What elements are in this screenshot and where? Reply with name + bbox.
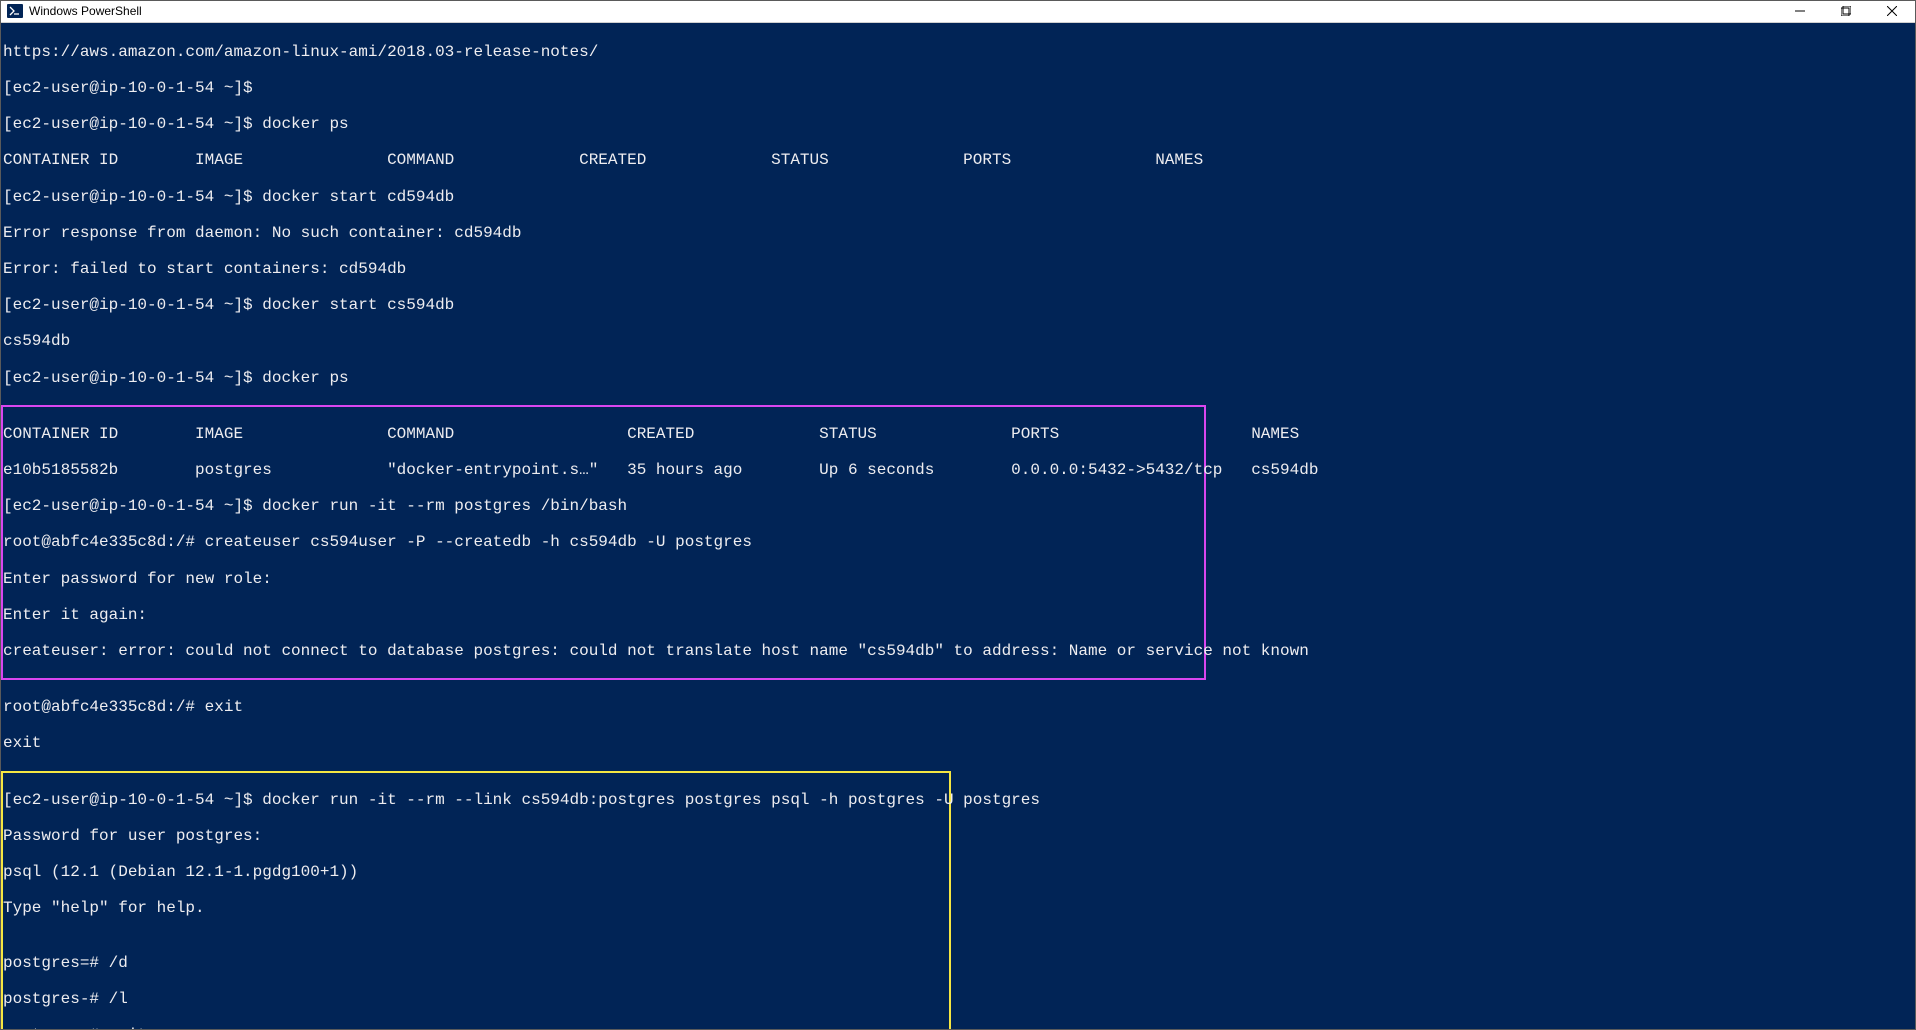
terminal-line: postgres-# /l	[3, 990, 949, 1008]
terminal-line: [ec2-user@ip-10-0-1-54 ~]$ docker run -i…	[3, 497, 1204, 515]
terminal-line: Enter it again:	[3, 606, 1204, 624]
minimize-button[interactable]	[1777, 1, 1823, 22]
powershell-window: Windows PowerShell https://aws.amazon.co…	[0, 0, 1916, 1030]
maximize-icon	[1841, 6, 1851, 16]
terminal-line: root@abfc4e335c8d:/# exit	[3, 698, 1913, 716]
highlight-box-magenta: CONTAINER ID IMAGE COMMAND CREATED STATU…	[1, 405, 1206, 680]
terminal-line: [ec2-user@ip-10-0-1-54 ~]$	[3, 79, 1913, 97]
terminal-line: Password for user postgres:	[3, 827, 949, 845]
highlight-box-yellow: [ec2-user@ip-10-0-1-54 ~]$ docker run -i…	[1, 771, 951, 1029]
terminal-line: [ec2-user@ip-10-0-1-54 ~]$ docker start …	[3, 296, 1913, 314]
terminal-line: [ec2-user@ip-10-0-1-54 ~]$ docker ps	[3, 369, 1913, 387]
titlebar[interactable]: Windows PowerShell	[1, 1, 1915, 23]
terminal-line: createuser: error: could not connect to …	[3, 642, 1204, 660]
terminal-line: https://aws.amazon.com/amazon-linux-ami/…	[3, 43, 1913, 61]
close-button[interactable]	[1869, 1, 1915, 22]
terminal-line: postgres-# exit	[3, 1026, 949, 1029]
powershell-icon	[7, 3, 23, 19]
window-controls	[1777, 1, 1915, 22]
terminal-line: [ec2-user@ip-10-0-1-54 ~]$ docker start …	[3, 188, 1913, 206]
terminal-line: cs594db	[3, 332, 1913, 350]
terminal-line: [ec2-user@ip-10-0-1-54 ~]$ docker run -i…	[3, 791, 949, 809]
terminal-line: psql (12.1 (Debian 12.1-1.pgdg100+1))	[3, 863, 949, 881]
terminal-area[interactable]: https://aws.amazon.com/amazon-linux-ami/…	[1, 23, 1915, 1029]
terminal-line: CONTAINER ID IMAGE COMMAND CREATED STATU…	[3, 151, 1913, 169]
terminal-line: Type "help" for help.	[3, 899, 949, 917]
terminal-line: Enter password for new role:	[3, 570, 1204, 588]
terminal-line: exit	[3, 734, 1913, 752]
terminal-line: postgres=# /d	[3, 954, 949, 972]
close-icon	[1887, 6, 1897, 16]
terminal-line: e10b5185582b postgres "docker-entrypoint…	[3, 461, 1204, 479]
terminal-line: CONTAINER ID IMAGE COMMAND CREATED STATU…	[3, 425, 1204, 443]
terminal-line: Error response from daemon: No such cont…	[3, 224, 1913, 242]
maximize-button[interactable]	[1823, 1, 1869, 22]
terminal-line: [ec2-user@ip-10-0-1-54 ~]$ docker ps	[3, 115, 1913, 133]
window-title: Windows PowerShell	[29, 4, 142, 18]
terminal-line: root@abfc4e335c8d:/# createuser cs594use…	[3, 533, 1204, 551]
terminal-line: Error: failed to start containers: cd594…	[3, 260, 1913, 278]
minimize-icon	[1795, 6, 1805, 16]
